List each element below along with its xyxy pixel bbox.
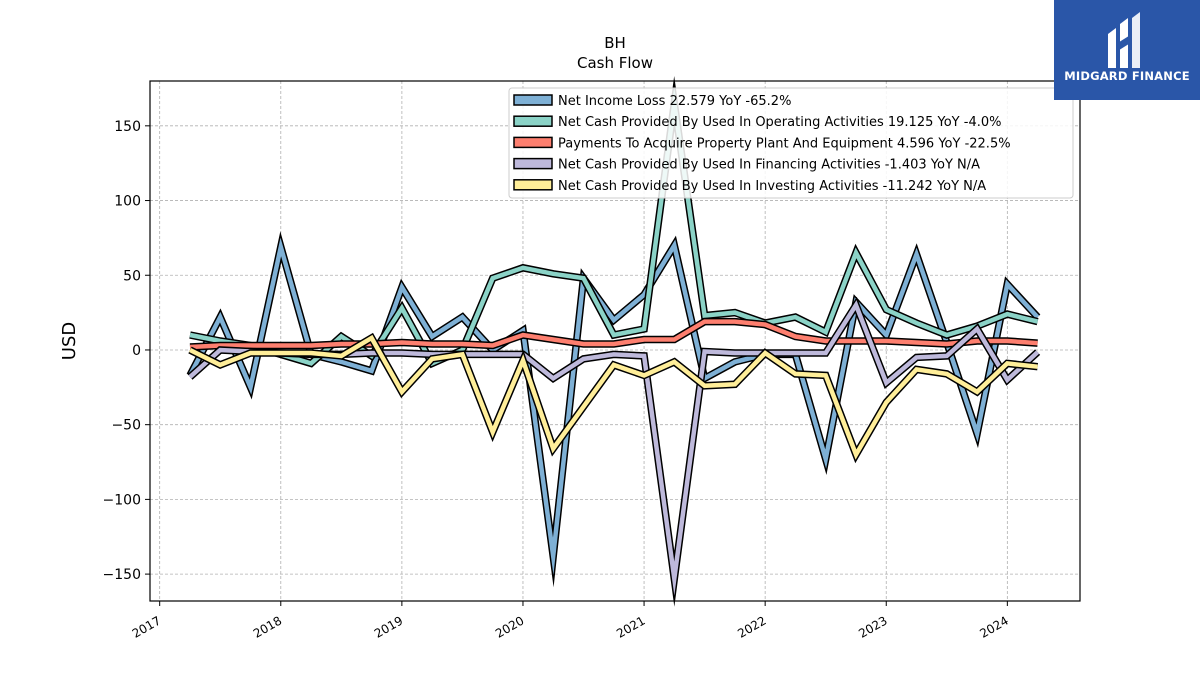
chart-subtitle: Cash Flow (577, 54, 653, 72)
brand-name: MIDGARD FINANCE (1064, 69, 1190, 83)
legend-swatch-0 (513, 94, 553, 106)
legend-label-4: Net Cash Provided By Used In Investing A… (558, 179, 986, 194)
legend-label-3: Net Cash Provided By Used In Financing A… (558, 158, 980, 173)
y-tick-label-4: 50 (123, 268, 141, 284)
legend-box (508, 87, 1074, 199)
series-line-2 (189, 319, 1038, 350)
y-tick-label-3: 0 (132, 343, 141, 359)
series-lines (186, 76, 1041, 607)
legend-label-2: Payments To Acquire Property Plant And E… (558, 136, 1011, 151)
y-axis-label: USD (59, 322, 80, 360)
y-axis-ticks: −150 −100 −50 0 50 100 150 (103, 119, 150, 583)
brand-logo: MIDGARD FINANCE (1054, 0, 1200, 100)
legend-swatch-4 (513, 179, 553, 191)
legend-label-1: Net Cash Provided By Used In Operating A… (558, 115, 1001, 130)
y-tick-label-5: 100 (114, 194, 141, 210)
y-tick-label-1: −100 (103, 492, 141, 508)
series-line-4 (189, 334, 1038, 460)
chart-title: BH (604, 34, 626, 52)
brand-logo-icon (1108, 12, 1140, 68)
plot-frame (149, 80, 1081, 602)
y-tick-label-2: −50 (111, 418, 141, 434)
y-tick-label-0: −150 (103, 567, 141, 583)
series-line-0 (188, 237, 1040, 575)
legend-label-0: Net Income Loss 22.579 YoY -65.2% (558, 94, 791, 109)
legend-swatch-2 (513, 136, 553, 149)
legend-swatch-3 (513, 157, 553, 170)
legend-swatch-1 (513, 115, 553, 127)
y-tick-label-6: 150 (114, 119, 141, 135)
legend: Net Income Loss 22.579 YoY -65.2% Net Cas… (508, 87, 1074, 199)
